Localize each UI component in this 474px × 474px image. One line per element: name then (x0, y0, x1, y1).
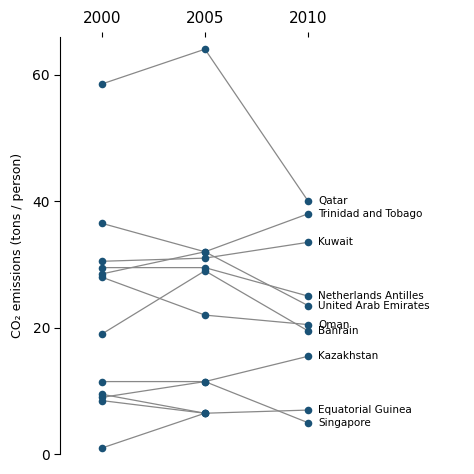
Y-axis label: CO₂ emissions (tons / person): CO₂ emissions (tons / person) (11, 153, 24, 338)
Point (98, 393, 106, 401)
Point (304, 292, 312, 300)
Point (98, 444, 106, 452)
Text: Trinidad and Tobago: Trinidad and Tobago (319, 209, 423, 219)
Text: Equatorial Guinea: Equatorial Guinea (319, 405, 412, 415)
Point (201, 248, 209, 255)
Text: Kuwait: Kuwait (319, 237, 353, 247)
Point (98, 270, 106, 278)
Text: Netherlands Antilles: Netherlands Antilles (319, 291, 424, 301)
Point (304, 327, 312, 335)
Point (98, 397, 106, 404)
Point (304, 353, 312, 360)
Text: Qatar: Qatar (319, 196, 348, 206)
Point (201, 410, 209, 417)
Point (98, 257, 106, 265)
Text: Oman: Oman (319, 319, 350, 329)
Point (98, 391, 106, 398)
Point (98, 330, 106, 338)
Point (98, 219, 106, 227)
Point (304, 197, 312, 205)
Text: Bahrain: Bahrain (319, 326, 359, 336)
Point (304, 406, 312, 414)
Point (98, 378, 106, 385)
Point (304, 321, 312, 328)
Point (201, 410, 209, 417)
Point (201, 46, 209, 53)
Point (201, 267, 209, 274)
Point (98, 264, 106, 272)
Point (98, 80, 106, 88)
Point (98, 273, 106, 281)
Point (201, 410, 209, 417)
Point (304, 238, 312, 246)
Point (201, 378, 209, 385)
Point (304, 419, 312, 427)
Text: Singapore: Singapore (319, 418, 371, 428)
Point (201, 255, 209, 262)
Point (201, 248, 209, 255)
Point (201, 264, 209, 272)
Text: Kazakhstan: Kazakhstan (319, 351, 379, 361)
Point (304, 302, 312, 310)
Point (304, 210, 312, 218)
Point (201, 378, 209, 385)
Point (201, 311, 209, 319)
Text: United Arab Emirates: United Arab Emirates (319, 301, 430, 310)
